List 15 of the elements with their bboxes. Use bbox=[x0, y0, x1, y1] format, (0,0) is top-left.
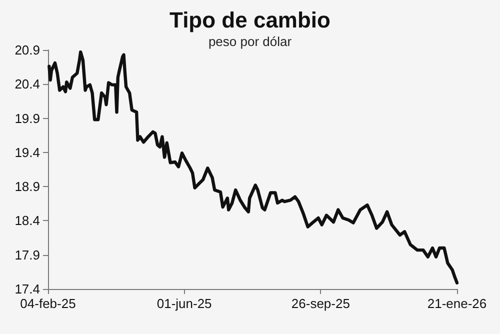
x-tick-label: 21-ene-26 bbox=[427, 296, 487, 311]
y-tick-label: 19.9 bbox=[14, 110, 40, 126]
y-tick-label: 20.4 bbox=[14, 76, 40, 92]
y-tick-label: 17.9 bbox=[14, 247, 40, 262]
chart-title: Tipo de cambio bbox=[170, 8, 330, 32]
line-series bbox=[48, 50, 459, 284]
x-tick-label: 26-sep-25 bbox=[291, 296, 350, 311]
y-tick-label: 18.9 bbox=[14, 179, 40, 194]
chart-subtitle: peso por dólar bbox=[208, 34, 292, 49]
x-tick-label: 01-jun-25 bbox=[156, 296, 212, 311]
x-tick-label: 04-feb-25 bbox=[20, 296, 76, 311]
y-tick-label: 18.4 bbox=[14, 213, 40, 228]
y-tick-label: 17.4 bbox=[14, 282, 40, 296]
y-tick-label: 19.4 bbox=[14, 144, 40, 160]
y-tick-label: 20.9 bbox=[14, 42, 40, 58]
